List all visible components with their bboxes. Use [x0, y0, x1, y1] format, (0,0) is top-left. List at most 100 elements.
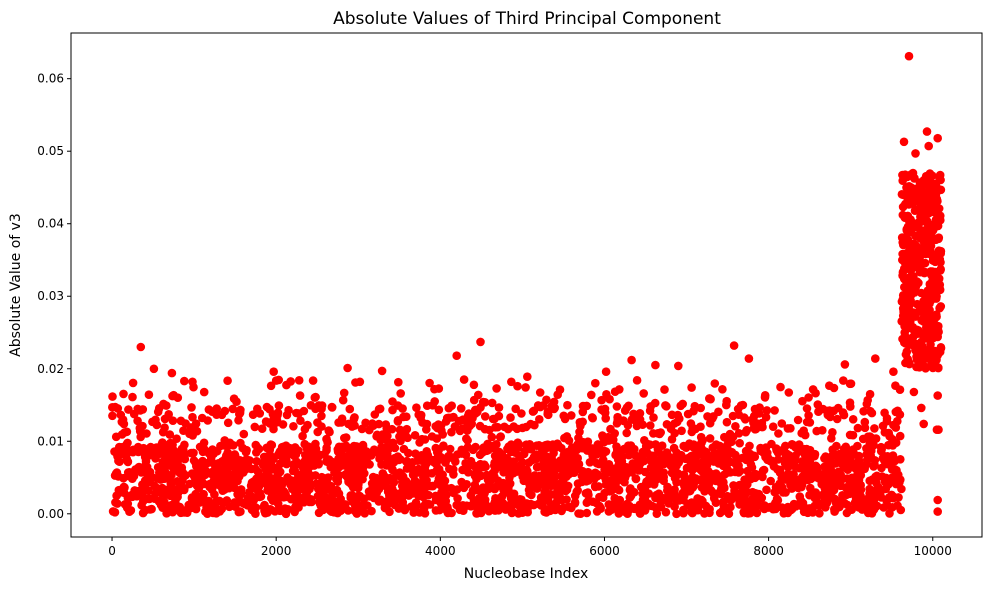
data-point [800, 430, 810, 440]
data-point [135, 423, 145, 433]
data-point [432, 448, 442, 457]
data-point [646, 421, 655, 430]
data-point [622, 428, 631, 438]
data-point [441, 496, 451, 506]
data-point [478, 397, 488, 407]
data-point [916, 187, 925, 196]
data-point [228, 404, 238, 414]
data-point [255, 492, 264, 502]
data-point [276, 459, 285, 468]
data-point [327, 402, 337, 412]
data-point [530, 476, 539, 486]
data-point [689, 406, 698, 416]
data-point [188, 377, 197, 387]
data-point [730, 486, 739, 496]
data-point [462, 418, 472, 427]
data-point [810, 451, 819, 461]
data-point [228, 482, 238, 492]
data-point [513, 443, 523, 453]
y-tick-label: 0.06 [37, 72, 64, 86]
data-point [583, 467, 593, 477]
data-point [383, 431, 392, 441]
data-point [825, 406, 834, 415]
data-point [593, 440, 603, 449]
data-point [904, 51, 914, 61]
data-point [911, 341, 920, 350]
data-point [688, 483, 698, 492]
data-point [247, 505, 257, 515]
data-point [367, 489, 376, 498]
data-point [252, 478, 262, 488]
data-point [213, 466, 222, 475]
data-point [590, 474, 599, 484]
data-point [911, 205, 920, 215]
data-point [561, 486, 570, 496]
data-point [452, 351, 462, 361]
data-point [811, 388, 820, 398]
data-point [513, 381, 522, 391]
data-point [337, 452, 347, 462]
data-point [279, 487, 289, 496]
data-point [698, 435, 707, 445]
data-point [652, 470, 662, 479]
data-point [706, 485, 715, 495]
data-point [353, 483, 363, 493]
data-point [562, 432, 572, 441]
data-point [859, 407, 868, 416]
data-point [417, 487, 426, 497]
data-point [220, 436, 229, 445]
data-point [506, 413, 515, 422]
data-point [803, 475, 813, 485]
data-point [300, 477, 309, 487]
data-point [516, 497, 525, 507]
data-point [916, 304, 926, 313]
data-point [339, 388, 349, 398]
data-point [640, 505, 650, 515]
data-point [768, 422, 778, 432]
data-point [610, 387, 620, 397]
data-point [893, 501, 902, 510]
data-point [473, 407, 482, 417]
data-point [601, 367, 611, 377]
data-point [710, 379, 720, 388]
data-point [563, 400, 572, 410]
data-point [583, 437, 593, 447]
data-point [199, 387, 209, 397]
data-point [762, 485, 771, 495]
data-point [189, 448, 198, 458]
data-point [333, 503, 343, 512]
data-point [166, 460, 175, 470]
data-point [705, 504, 714, 514]
data-point [498, 478, 508, 488]
data-point [729, 341, 739, 350]
data-point [657, 493, 667, 503]
data-point [506, 494, 516, 503]
data-point [933, 495, 942, 505]
data-point [120, 428, 129, 437]
data-point [442, 413, 452, 423]
data-point [381, 420, 391, 429]
data-point [136, 432, 145, 442]
data-point [235, 408, 245, 418]
data-point [602, 390, 611, 399]
data-point [702, 460, 711, 470]
data-point [808, 508, 818, 517]
data-point [568, 444, 578, 453]
data-point [437, 472, 446, 482]
data-point [463, 468, 473, 477]
x-tick-label: 10000 [914, 544, 952, 558]
data-point [846, 402, 855, 411]
data-point [839, 444, 849, 454]
data-point [603, 432, 613, 442]
data-point [898, 296, 907, 306]
data-point [402, 424, 412, 434]
data-point [280, 504, 290, 513]
data-point [138, 480, 147, 489]
data-point [369, 421, 378, 431]
data-point [743, 480, 752, 489]
data-point [153, 463, 163, 472]
data-point [255, 409, 265, 418]
data-point [898, 267, 908, 277]
data-point [581, 477, 591, 486]
data-point [815, 509, 824, 518]
